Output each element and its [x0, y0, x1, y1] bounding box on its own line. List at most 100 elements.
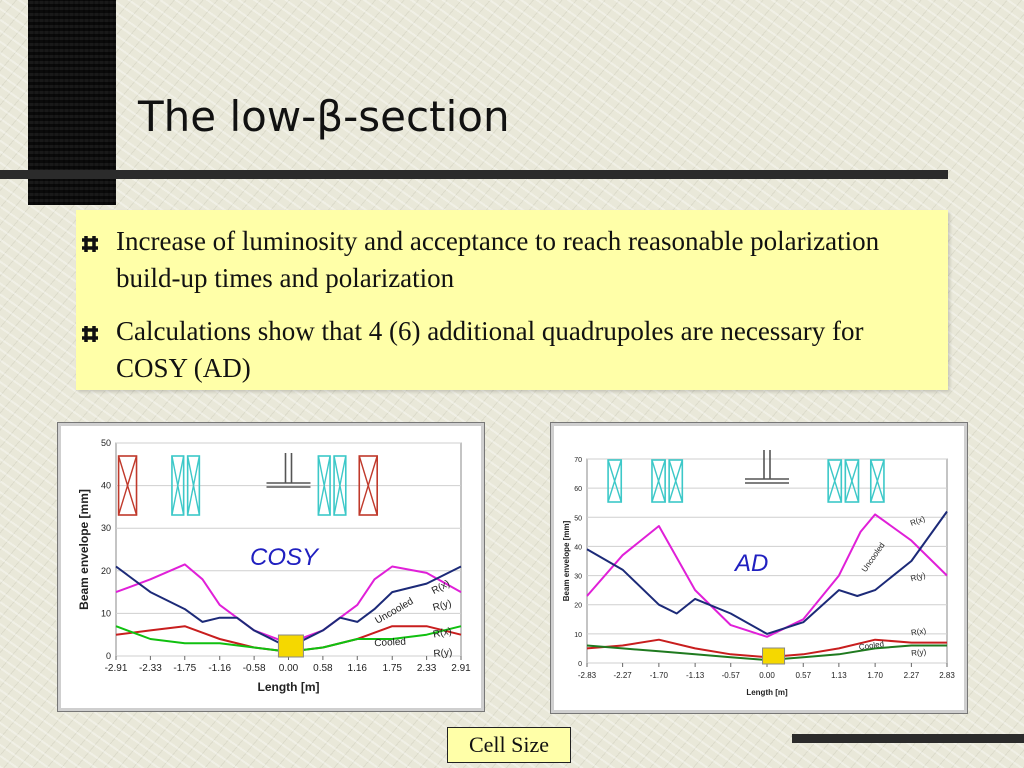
bullet-hash-icon	[82, 326, 98, 342]
x-tick-label: 0.00	[759, 671, 775, 680]
quadrupole-box	[869, 459, 885, 503]
x-tick-label: 2.83	[939, 671, 955, 680]
quadrupole-magnet	[358, 455, 378, 516]
x-tick-label: -2.91	[105, 663, 128, 674]
quadrupole-magnet	[844, 459, 860, 503]
y-tick-label: 10	[574, 632, 582, 639]
y-tick-label: 10	[101, 608, 111, 618]
x-axis-label: Length [m]	[258, 680, 320, 694]
quadrupole-diagonal	[117, 455, 138, 516]
x-tick-label: 0.57	[795, 671, 811, 680]
y-axis-label: Beam envelope [mm]	[77, 489, 91, 610]
quadrupole-magnet	[607, 459, 623, 503]
quadrupole-box	[668, 459, 684, 503]
quadrupole-diagonal	[870, 459, 885, 503]
title-rule	[0, 170, 948, 179]
quadrupole-diagonal	[651, 459, 666, 503]
x-tick-label: -0.58	[243, 663, 266, 674]
x-tick-label: 2.33	[417, 663, 437, 674]
footer-rule	[792, 734, 1024, 743]
x-tick-label: 1.13	[831, 671, 847, 680]
bullet-text: Calculations show that 4 (6) additional …	[116, 316, 864, 383]
x-tick-label: -2.33	[139, 663, 162, 674]
slide-title: The low-β-section	[138, 92, 510, 141]
bullet-box: Increase of luminosity and acceptance to…	[76, 210, 948, 390]
quadrupole-diagonal	[358, 455, 378, 516]
ad-chart-panel: 0 10 20 30 40 50 60 70 -2.83 -2.27 -1.70 -1.13 -0.57…	[550, 422, 968, 714]
y-tick-label: 40	[101, 481, 111, 491]
quadrupole-diagonal	[333, 455, 347, 516]
x-tick-label: -0.57	[722, 671, 741, 680]
interaction-point-icon	[745, 450, 789, 484]
quadrupole-diagonal	[607, 459, 622, 503]
quadrupole-magnet	[117, 455, 138, 516]
interaction-point-icon	[266, 453, 311, 488]
x-tick-label: 2.27	[904, 671, 920, 680]
y-tick-label: 30	[101, 523, 111, 533]
series-label: R(y)	[433, 647, 453, 660]
y-tick-label: 0	[106, 651, 111, 661]
x-tick-label: -1.70	[650, 671, 669, 680]
quadrupole-diagonal	[844, 459, 860, 503]
y-tick-label: 20	[101, 566, 111, 576]
quadrupole-box	[651, 459, 666, 503]
series-label: R(y)	[910, 571, 927, 584]
x-tick-label: -2.83	[578, 671, 597, 680]
y-tick-label: 0	[578, 661, 582, 668]
cell-size-label: Cell Size	[447, 727, 571, 763]
x-tick-label: 0.58	[313, 663, 333, 674]
series-label: R(y)	[911, 647, 927, 657]
quadrupole-box	[117, 455, 138, 516]
y-tick-label: 70	[574, 457, 582, 464]
quadrupole-magnet	[869, 459, 885, 503]
quadrupole-magnet	[186, 455, 201, 516]
series-label: Cooled	[858, 639, 884, 651]
series-label: Cooled	[374, 637, 406, 650]
x-tick-label: -1.16	[208, 663, 231, 674]
y-tick-label: 20	[574, 603, 582, 610]
cosy-beam-envelope-chart: 0 10 20 30 40 50 -2.91 -2.33 -1.75 -1.16 -0.58 0.00…	[77, 438, 471, 694]
quadrupole-box	[358, 455, 378, 516]
quadrupole-diagonal	[827, 459, 842, 503]
plot-area	[586, 458, 948, 664]
x-tick-label: -1.13	[686, 671, 705, 680]
target-cell	[762, 647, 786, 665]
quadrupole-magnet	[317, 455, 331, 516]
y-tick-label: 50	[101, 438, 111, 448]
series-label: R(x)	[432, 626, 453, 641]
x-tick-label: 1.70	[867, 671, 883, 680]
series-label: R(y)	[432, 598, 453, 614]
quadrupole-magnet	[171, 455, 185, 516]
y-tick-label: 60	[574, 486, 582, 493]
y-axis-label: Beam envelope [mm]	[562, 520, 571, 601]
x-axis-label: Length [m]	[746, 688, 788, 697]
quadrupole-box	[607, 459, 623, 503]
target-cell	[277, 634, 304, 658]
series-line	[586, 510, 948, 635]
x-tick-label: -1.75	[173, 663, 196, 674]
quadrupole-magnet	[668, 459, 684, 503]
quadrupole-diagonal	[186, 455, 201, 516]
ad-beam-envelope-chart: 0 10 20 30 40 50 60 70 -2.83 -2.27 -1.70 -1.13 -0.57…	[562, 450, 955, 697]
quadrupole-magnet	[827, 459, 843, 503]
quadrupole-box	[171, 455, 185, 516]
cosy-chart-panel: 0 10 20 30 40 50 -2.91 -2.33 -1.75 -1.16 -0.58 0.00…	[57, 422, 485, 712]
quadrupole-magnet	[333, 455, 347, 516]
series-label: R(x)	[910, 626, 927, 637]
x-tick-label: 1.16	[348, 663, 368, 674]
quadrupole-diagonal	[317, 455, 331, 516]
x-tick-label: 1.75	[383, 663, 403, 674]
quadrupole-diagonal	[668, 459, 683, 503]
quadrupole-diagonal	[171, 455, 185, 516]
quadrupole-box	[333, 455, 347, 516]
bullet-text: Increase of luminosity and acceptance to…	[116, 226, 880, 293]
x-tick-label: 0.00	[279, 663, 299, 674]
quadrupole-box	[827, 459, 843, 503]
chart-annotation: COSY	[250, 544, 320, 571]
bullet-hash-icon	[82, 236, 98, 252]
quadrupole-magnet	[651, 459, 666, 503]
y-tick-label: 40	[574, 544, 582, 551]
quadrupole-box	[317, 455, 331, 516]
chart-annotation: AD	[733, 550, 768, 577]
x-tick-label: 2.91	[451, 663, 471, 674]
